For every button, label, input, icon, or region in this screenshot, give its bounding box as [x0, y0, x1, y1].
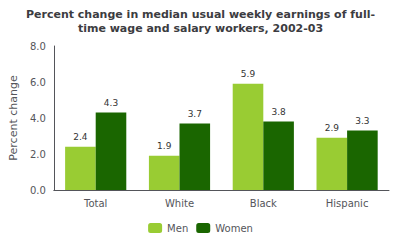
- svg-text:4.3: 4.3: [104, 98, 118, 108]
- svg-text:2.9: 2.9: [325, 123, 340, 133]
- svg-text:8.0: 8.0: [30, 41, 46, 52]
- svg-text:2.0: 2.0: [30, 149, 46, 160]
- svg-text:0.0: 0.0: [30, 185, 46, 196]
- svg-text:Hispanic: Hispanic: [326, 198, 369, 209]
- svg-text:5.9: 5.9: [241, 69, 256, 79]
- svg-text:4.0: 4.0: [30, 113, 46, 124]
- svg-text:6.0: 6.0: [30, 77, 46, 88]
- svg-text:1.9: 1.9: [157, 141, 172, 151]
- svg-text:3.8: 3.8: [271, 107, 286, 117]
- svg-text:Black: Black: [250, 198, 277, 209]
- svg-text:White: White: [165, 198, 194, 209]
- svg-text:Total: Total: [83, 198, 107, 209]
- svg-text:Percent change in median usual: Percent change in median usual weekly ea…: [26, 8, 375, 21]
- svg-text:Men: Men: [167, 223, 188, 234]
- svg-text:time wage and salary workers,: time wage and salary workers, 2002-03: [78, 22, 323, 35]
- svg-text:Percent change: Percent change: [7, 75, 20, 161]
- svg-text:3.3: 3.3: [355, 116, 369, 126]
- svg-text:2.4: 2.4: [73, 132, 88, 142]
- svg-text:3.7: 3.7: [188, 109, 202, 119]
- svg-text:Women: Women: [215, 223, 253, 234]
